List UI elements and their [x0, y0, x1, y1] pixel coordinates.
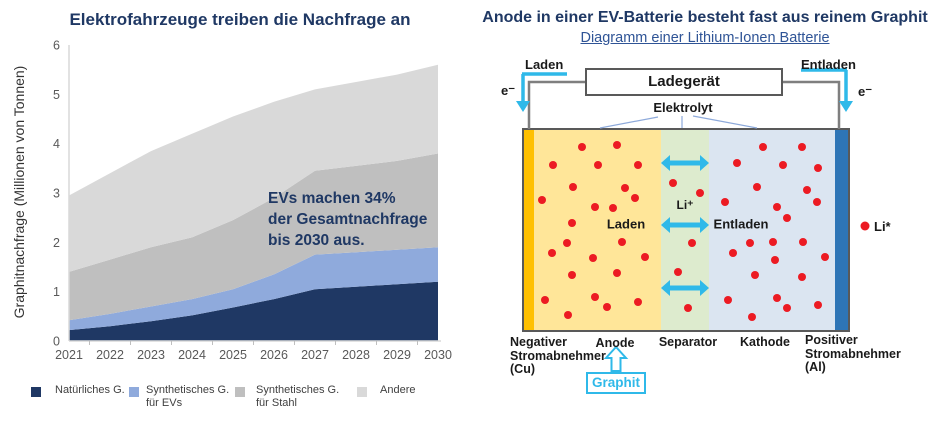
y-tick-label: 4	[53, 137, 60, 151]
charge-arrow-icon	[516, 72, 567, 112]
y-tick-label: 5	[53, 88, 60, 102]
graphite-arrow-icon	[603, 345, 629, 372]
electrolyte-label: Elektrolyt	[653, 100, 713, 115]
anode-label: Anode	[595, 336, 635, 350]
legend-label-2: Synthetisches G. für EVs	[146, 384, 230, 409]
positive-collector-label: Positiver Stromabnehmer (Al)	[805, 333, 901, 374]
y-tick-label: 1	[53, 285, 60, 299]
legend-swatch-2	[129, 387, 139, 397]
chart-title: Elektrofahrzeuge treiben die Nachfrage a…	[69, 10, 411, 29]
stacked-area-chart: 0 1 2 3 4 5 6 2021 2022 2023 2024 2025 2026 2027 2028 2…	[53, 39, 452, 363]
battery-diagram-panel: Anode in einer EV-Batterie besteht fast …	[470, 0, 940, 422]
y-tick-label: 0	[53, 335, 60, 349]
legend-label-3: Synthetisches G. für Stahl	[256, 384, 340, 409]
charge-label-in-anode: Laden	[606, 216, 646, 232]
legend-swatch-3	[235, 387, 245, 397]
legend-swatch-4	[357, 387, 367, 397]
discharge-label-in-cathode: Entladen	[713, 216, 769, 232]
copper-current-collector	[524, 130, 534, 330]
x-tick-label: 2030	[424, 348, 452, 362]
wire-left	[527, 80, 585, 129]
y-tick-label: 3	[53, 187, 60, 201]
legend-label-1: Natürliches G.	[55, 384, 125, 396]
negative-collector-label: Negativer Stromabnehmer (Cu)	[510, 335, 606, 376]
x-tick-label: 2021	[55, 348, 83, 362]
x-tick-label: 2022	[96, 348, 124, 362]
li-dot-legend-label: Li*	[874, 219, 891, 234]
y-tick-label: 2	[53, 236, 60, 250]
legend-swatch-1	[31, 387, 41, 397]
x-tick-label: 2027	[301, 348, 329, 362]
charge-label: Laden	[525, 57, 564, 72]
battery-cell	[522, 128, 850, 332]
legend-label-4: Andere	[380, 384, 416, 396]
cathode-label: Kathode	[740, 335, 790, 349]
graphite-demand-chart-panel: Elektrofahrzeuge treiben die Nachfrage a…	[11, 10, 452, 409]
y-tick-label: 6	[53, 39, 60, 53]
diagram-title: Anode in einer EV-Batterie besteht fast …	[482, 9, 928, 26]
area-series-4	[69, 64, 438, 272]
x-tick-label: 2025	[219, 348, 247, 362]
electron-label-left: e⁻	[501, 83, 516, 98]
charger-box: Ladegerät	[585, 68, 783, 96]
x-tick-label: 2029	[383, 348, 411, 362]
chart-annotation: EVs machen 34% der Gesamtnachfrage bis 2…	[268, 190, 428, 249]
separator-region	[661, 130, 709, 330]
area-series-1	[69, 281, 438, 341]
diagram-subtitle: Diagramm einer Lithium-Ionen Batterie	[580, 30, 830, 46]
electron-label-right: e⁻	[858, 84, 873, 99]
discharge-label: Entladen	[801, 57, 856, 72]
x-tick-label: 2023	[137, 348, 165, 362]
electrolyte-pointer-lines	[599, 115, 758, 129]
li-dot-legend-icon	[860, 221, 870, 231]
discharge-arrow-icon	[801, 68, 853, 112]
wire-right	[783, 80, 841, 129]
x-tick-label: 2026	[260, 348, 288, 362]
graphite-callout-box: Graphit	[586, 372, 646, 394]
x-tick-label: 2028	[342, 348, 370, 362]
area-series-2	[69, 247, 438, 331]
x-tick-label: 2024	[178, 348, 206, 362]
aluminum-current-collector	[835, 130, 848, 330]
li-ion-label: Li⁺	[676, 198, 694, 212]
separator-label: Separator	[658, 335, 718, 349]
area-series-3	[69, 153, 438, 321]
